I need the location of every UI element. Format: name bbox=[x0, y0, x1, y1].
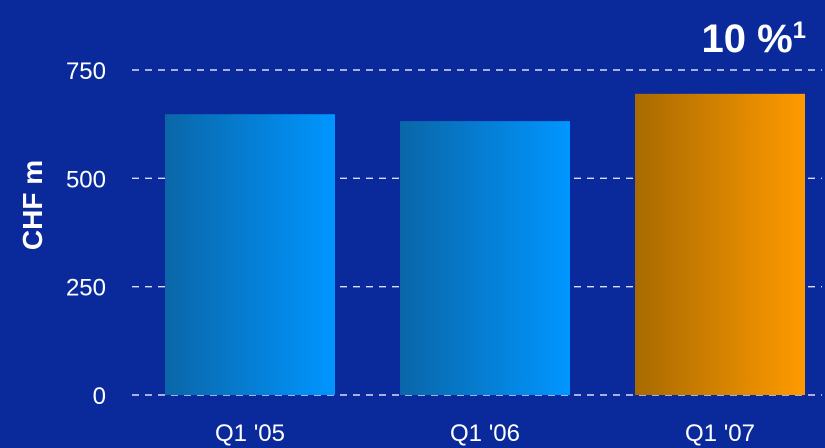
growth-annotation-value: 10 % bbox=[701, 17, 792, 61]
y-tick-label: 500 bbox=[66, 166, 106, 193]
x-category-labels: Q1 '05 Q1 '06 Q1 '07 bbox=[215, 420, 755, 447]
bar-2 bbox=[400, 121, 570, 395]
y-tick-label: 750 bbox=[66, 58, 106, 85]
y-axis-title: CHF m bbox=[17, 160, 48, 250]
bars bbox=[165, 93, 805, 395]
y-tick-label: 250 bbox=[66, 275, 106, 302]
x-category-label: Q1 '06 bbox=[450, 420, 520, 447]
x-category-label: Q1 '05 bbox=[215, 420, 285, 447]
x-category-label: Q1 '07 bbox=[685, 420, 755, 447]
growth-annotation-footnote: 1 bbox=[793, 17, 806, 44]
growth-annotation: 10 %1 bbox=[701, 17, 806, 61]
y-tick-label: 0 bbox=[93, 383, 106, 410]
y-tick-labels: 0 250 500 750 bbox=[66, 58, 106, 410]
bar-1 bbox=[165, 114, 335, 395]
bar-3 bbox=[635, 93, 805, 395]
